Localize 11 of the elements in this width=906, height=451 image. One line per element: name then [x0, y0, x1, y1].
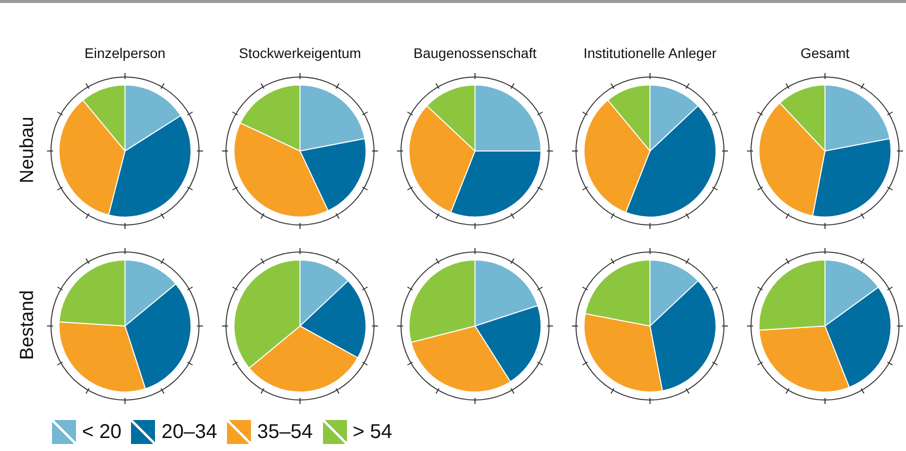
chart-title: Institutionelle Anleger	[582, 45, 718, 61]
chart-title: Stockwerkeigentum	[238, 45, 362, 61]
legend-label: 35–54	[257, 420, 313, 444]
chart-title: Gesamt	[799, 45, 850, 61]
text: Neubau	[17, 116, 39, 186]
legend-label: 20–34	[161, 420, 218, 444]
chart-title: Einzelperson	[84, 45, 166, 61]
text: Bestand	[17, 289, 39, 362]
legend-label: < 20	[82, 420, 122, 444]
legend-label: > 54	[352, 420, 392, 444]
chart-title: Baugenossenschaft	[412, 45, 538, 61]
